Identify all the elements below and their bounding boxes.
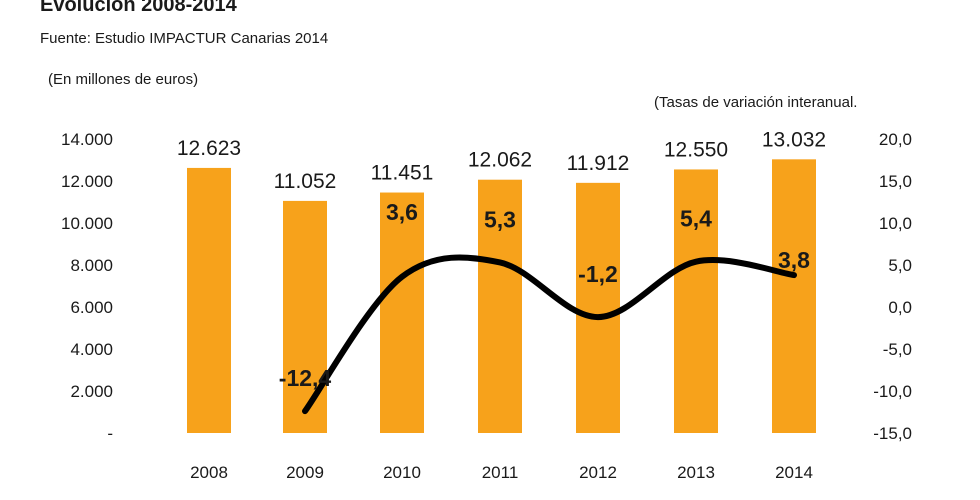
bar-2014 xyxy=(772,159,816,433)
rate-line xyxy=(302,254,797,415)
right-axis-tick-label: 20,0 xyxy=(879,130,912,149)
right-axis-tick-label: -15,0 xyxy=(873,424,912,443)
left-axis-tick-label: 10.000 xyxy=(61,214,113,233)
x-axis-tick-label: 2011 xyxy=(482,463,519,482)
right-axis-unit-label: (Tasas de variación interanual. xyxy=(654,94,858,111)
left-axis-tick-label: 4.000 xyxy=(70,340,113,359)
bar-2008 xyxy=(187,167,231,434)
rate-value-label: 3,8 xyxy=(778,247,810,273)
rate-value-label: 3,6 xyxy=(386,199,418,225)
left-axis-tick-label: 14.000 xyxy=(61,130,113,149)
bar-value-label: 11.912 xyxy=(567,152,630,175)
left-axis-tick-label: 2.000 xyxy=(70,382,113,401)
bar-2010 xyxy=(380,192,424,433)
x-axis-tick-label: 2012 xyxy=(579,463,617,482)
x-axis-tick-label: 2008 xyxy=(190,463,228,482)
bar-value-label: 11.052 xyxy=(274,170,337,193)
bar-value-label: 13.032 xyxy=(762,128,826,151)
x-axis-tick-label: 2013 xyxy=(677,463,715,482)
chart-title: Evolución 2008-2014 xyxy=(40,0,237,16)
rate-value-label: -1,2 xyxy=(578,261,618,287)
x-axis-tick-label: 2009 xyxy=(286,463,324,482)
right-axis-tick-label: 5,0 xyxy=(888,256,912,275)
bar-value-label: 12.062 xyxy=(468,149,532,172)
left-axis-tick-label: - xyxy=(107,424,113,443)
x-axis-tick-label: 2010 xyxy=(383,463,421,482)
bar-2011 xyxy=(478,179,522,433)
x-axis-tick-label: 2014 xyxy=(775,463,813,482)
left-axis-tick-label: 12.000 xyxy=(61,172,113,191)
left-axis-tick-label: 8.000 xyxy=(70,256,113,275)
bar-value-label: 12.623 xyxy=(177,137,241,160)
left-axis-unit-label: (En millones de euros) xyxy=(48,71,199,88)
bar-2009 xyxy=(283,200,327,433)
right-axis-tick-label: 10,0 xyxy=(879,214,912,233)
rate-value-label: 5,4 xyxy=(680,206,712,232)
bar-2012 xyxy=(576,182,620,433)
rate-value-label: 5,3 xyxy=(484,206,516,232)
rate-value-label: -12,4 xyxy=(279,365,332,391)
right-axis-tick-label: 0,0 xyxy=(888,298,912,317)
bar-2013 xyxy=(674,169,718,433)
bar-value-label: 12.550 xyxy=(664,138,728,161)
right-axis-tick-label: 15,0 xyxy=(879,172,912,191)
right-axis-tick-label: -10,0 xyxy=(873,382,912,401)
left-axis-tick-label: 6.000 xyxy=(70,298,113,317)
chart-source: Fuente: Estudio IMPACTUR Canarias 2014 xyxy=(40,30,329,47)
bar-value-label: 11.451 xyxy=(371,162,434,185)
right-axis-tick-label: -5,0 xyxy=(883,340,912,359)
